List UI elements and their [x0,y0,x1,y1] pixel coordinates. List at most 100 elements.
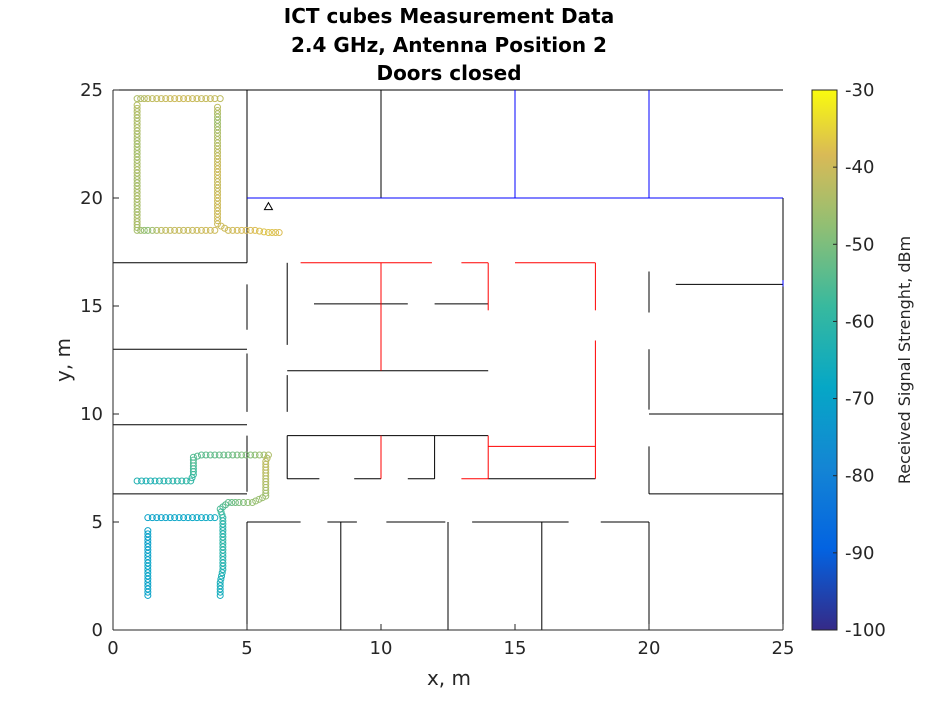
data-point-151 [193,452,201,460]
data-point-226 [162,514,170,522]
data-point-184 [252,497,260,505]
data-point-215 [218,572,226,580]
y-tick-label-4: 20 [80,188,103,209]
data-point-71 [184,226,192,234]
data-point-122 [247,226,255,234]
data-point-66 [162,226,170,234]
data-point-70 [180,226,188,234]
data-point-125 [260,228,268,236]
data-point-153 [202,451,210,459]
data-point-7 [162,95,170,103]
data-point-231 [184,514,192,522]
data-point-212 [219,562,227,570]
data-point-213 [219,566,227,574]
data-point-59 [133,226,141,234]
data-point-190 [228,499,236,507]
x-tick-label-1: 5 [241,638,252,659]
data-point-214 [218,569,226,577]
data-point-227 [166,514,174,522]
colorbar-tick-label-6: -90 [845,543,874,564]
data-point-76 [206,226,214,234]
data-point-159 [229,451,237,459]
data-point-8 [166,95,174,103]
y-tick-label-5: 25 [80,80,103,101]
x-tick-label-4: 20 [638,638,661,659]
data-point-233 [193,514,201,522]
data-point-63 [148,226,156,234]
data-point-73 [193,226,201,234]
data-point-2 [140,95,148,103]
data-point-183 [255,495,263,503]
title-line-1: ICT cubes Measurement Data [284,4,614,28]
x-tick-label-5: 25 [772,638,795,659]
data-point-75 [202,226,210,234]
data-point-230 [180,514,188,522]
data-point-257 [144,588,152,596]
data-point-156 [215,451,223,459]
data-point-5 [153,95,161,103]
data-point-16 [202,95,210,103]
data-point-222 [144,514,152,522]
data-point-163 [247,451,255,459]
data-point-17 [206,95,214,103]
data-point-3 [144,95,152,103]
data-point-67 [166,226,174,234]
colorbar-label: Received Signal Strenght, dBm [895,236,914,484]
title-line-2: 2.4 GHz, Antenna Position 2 [291,33,607,57]
data-point-223 [148,514,156,522]
data-point-60 [137,226,145,234]
data-point-119 [233,226,241,234]
data-point-133 [147,477,155,485]
data-point-118 [229,226,237,234]
data-point-232 [189,514,197,522]
data-point-235 [202,514,210,522]
data-point-152 [197,451,205,459]
colorbar-ticks: -30 -40 -50 -60 -70 -80 -90 -100 [833,80,886,641]
data-point-161 [238,451,246,459]
colorbar-tick-label-2: -50 [845,234,874,255]
data-point-149 [189,456,197,464]
chart-title: ICT cubes Measurement Data 2.4 GHz, Ante… [284,4,614,85]
data-point-61 [140,226,148,234]
colorbar-tick-label-3: -60 [845,311,874,332]
data-point-124 [256,227,264,235]
antenna-marker [263,201,274,211]
x-tick-label-2: 10 [370,638,393,659]
data-point-234 [197,514,205,522]
data-point-68 [171,226,179,234]
title-line-3: Doors closed [376,61,521,85]
antenna-marker-group [263,201,274,211]
data-point-157 [220,451,228,459]
data-point-131 [138,477,146,485]
colorbar-gradient [811,89,838,631]
data-point-10 [175,95,183,103]
data-point-115 [217,222,225,230]
data-point-13 [189,95,197,103]
data-point-120 [238,226,246,234]
x-tick-label-0: 0 [107,638,118,659]
data-point-12 [184,95,192,103]
measurement-points [133,95,283,599]
data-point-72 [189,226,197,234]
data-point-114 [214,220,222,228]
data-point-65 [157,226,165,234]
data-point-121 [242,226,250,234]
data-point-129 [275,229,283,237]
data-point-116 [221,224,229,232]
data-point-155 [211,451,219,459]
data-point-1 [137,95,145,103]
y-axis-label: y, m [51,338,75,382]
data-point-182 [258,494,266,502]
data-point-181 [262,492,270,500]
data-point-229 [175,514,183,522]
data-point-130 [133,477,141,485]
y-tick-label-3: 15 [80,296,103,317]
data-point-15 [197,95,205,103]
data-point-62 [144,226,152,234]
data-point-4 [148,95,156,103]
data-point-9 [171,95,179,103]
colorbar-tick-label-1: -40 [845,157,874,178]
data-point-187 [239,499,247,507]
x-tick-label-3: 15 [504,638,527,659]
data-point-154 [206,451,214,459]
